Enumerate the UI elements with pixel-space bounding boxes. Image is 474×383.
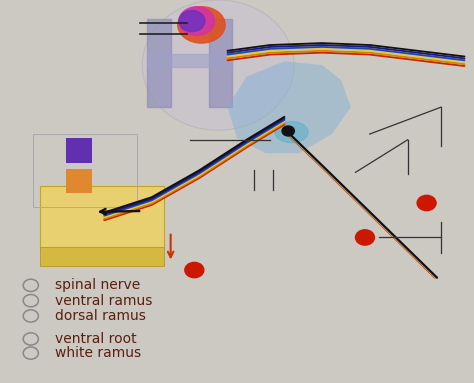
Bar [66,169,92,193]
Circle shape [356,230,374,245]
Bar [40,247,164,266]
Ellipse shape [179,7,214,36]
Bar [209,19,232,107]
Bar [40,186,164,249]
Bar [147,54,232,67]
Text: ventral ramus: ventral ramus [55,294,152,308]
Circle shape [282,126,294,136]
Polygon shape [228,61,351,153]
Ellipse shape [275,121,308,142]
Bar [33,134,137,207]
Text: spinal nerve: spinal nerve [55,278,140,292]
Bar [147,19,171,107]
Text: ventral root: ventral root [55,332,136,346]
Text: white ramus: white ramus [55,346,141,360]
Text: dorsal ramus: dorsal ramus [55,309,146,323]
Bar [66,138,92,163]
Ellipse shape [179,10,205,32]
Circle shape [417,195,436,211]
Circle shape [185,262,204,278]
Ellipse shape [142,0,294,130]
Ellipse shape [178,7,225,43]
